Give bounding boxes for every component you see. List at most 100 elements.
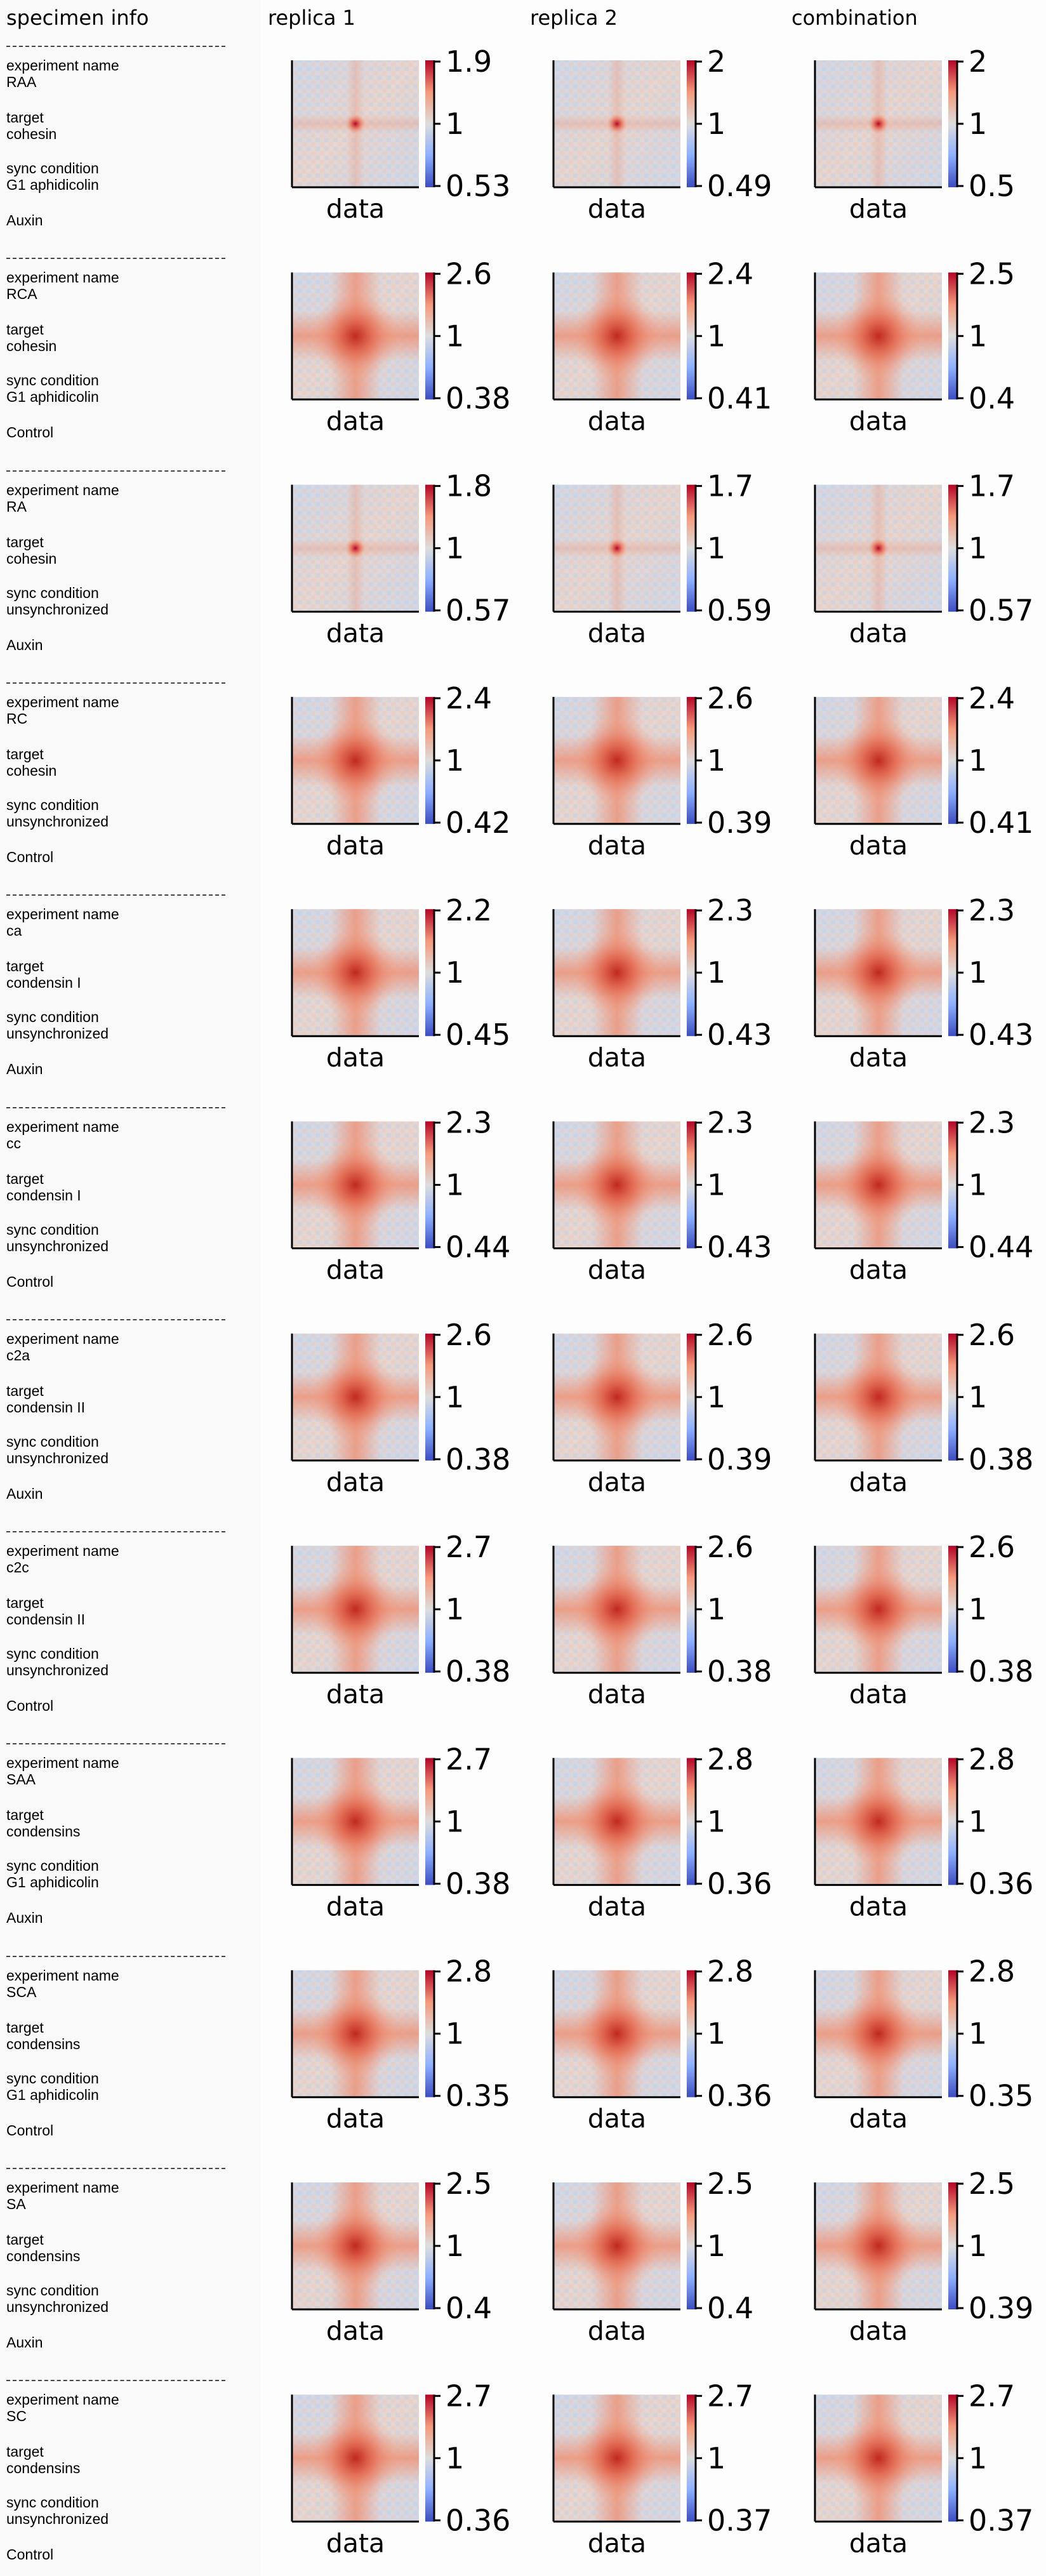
heatmap-x-label: data [588,1467,646,1497]
row-separator [6,2168,225,2169]
colorbar-min-tick-label: 0.36 [969,1866,1033,1901]
colorbar [425,2394,434,2522]
heatmap-panel: data 2.6 1 0.38 [814,1318,1033,1497]
colorbar [425,60,434,187]
colorbar-max-tick-label: 2.2 [446,893,492,927]
colorbar-mid-tick-label: 1 [969,2229,987,2263]
colorbar [687,2394,696,2522]
heatmap-x-label: data [849,1042,908,1073]
heatmap-x-label: data [588,618,646,649]
experiment-name-label: experiment name [6,57,119,74]
heatmap-center-peak [311,1140,400,1230]
colorbar-max-tick-label: 2.7 [446,2379,492,2413]
sync-condition-value: G1 aphidicolin [6,2086,99,2103]
colorbar-max-tick-label: 2.7 [707,2379,753,2413]
experiment-name-value: cc [6,1134,21,1152]
sync-condition-label: sync condition [6,1645,99,1663]
heatmap-center-peak [311,291,400,381]
heatmap-panel: data 2.8 1 0.36 [552,1955,772,2134]
sync-condition-value: unsynchronized [6,1025,109,1042]
heatmap-center-peak [573,715,661,805]
target-label: target [6,1382,44,1399]
experiment-name-value: SC [6,2408,27,2425]
colorbar-max-tick-label: 1.7 [969,469,1015,503]
heatmap-panel: data 2.3 1 0.43 [552,893,772,1073]
heatmap-x-label: data [849,194,908,224]
treatment-value: Control [6,848,54,865]
plots-panel [260,0,1046,2576]
heatmap-center-peak [311,2201,400,2290]
colorbar-max-tick-label: 2.6 [969,1318,1015,1352]
colorbar [948,1121,957,1249]
row-separator [6,1955,225,1957]
heatmap-panel: data 2 1 0.5 [814,44,1015,224]
row-separator [6,1531,225,1533]
colorbar-min-tick-label: 0.41 [707,381,772,415]
target-value: condensins [6,2460,81,2477]
heatmap-x-label: data [588,1042,646,1073]
colorbar-max-tick-label: 2.7 [969,2379,1015,2413]
colorbar [948,1546,957,1673]
colorbar-min-tick-label: 0.38 [707,1654,772,1689]
colorbar [425,2182,434,2309]
colorbar-min-tick-label: 0.49 [707,169,772,203]
colorbar-mid-tick-label: 1 [446,2229,464,2263]
sync-condition-label: sync condition [6,1433,99,1450]
sync-condition-label: sync condition [6,1221,99,1238]
colorbar-min-tick-label: 0.36 [446,2503,510,2537]
target-value: condensin II [6,1398,86,1416]
heatmap-center-peak [573,928,661,1018]
colorbar-mid-tick-label: 1 [969,2441,987,2475]
heatmap-center-peak [607,538,627,559]
colorbar-mid-tick-label: 1 [707,955,725,990]
heatmap-center-peak [345,538,366,559]
treatment-value: Control [6,424,54,441]
sync-condition-label: sync condition [6,372,99,389]
treatment-value: Auxin [6,212,43,229]
treatment-value: Auxin [6,2334,43,2351]
target-value: cohesin [6,126,57,142]
colorbar-mid-tick-label: 1 [707,1168,725,1202]
colorbar-max-tick-label: 1.8 [446,469,492,503]
colorbar [948,60,957,187]
experiment-name-label: experiment name [6,269,119,286]
colorbar-min-tick-label: 0.35 [969,2079,1033,2113]
sync-condition-label: sync condition [6,1857,99,1875]
colorbar-max-tick-label: 1.9 [446,44,492,79]
heatmap-center-peak [311,1565,400,1654]
colorbar-max-tick-label: 2.3 [707,1106,753,1140]
colorbar-min-tick-label: 0.43 [969,1018,1033,1052]
heatmap-center-peak [573,1565,661,1654]
row-separator [6,258,225,260]
heatmap-center-peak [834,1989,923,2078]
heatmap-x-label: data [849,2316,908,2346]
colorbar-min-tick-label: 0.36 [707,2079,772,2113]
colorbar-max-tick-label: 2.5 [969,2167,1015,2201]
heatmap-x-label: data [326,1891,385,1922]
sync-condition-label: sync condition [6,1009,99,1026]
experiment-name-value: c2a [6,1346,30,1364]
heatmap-panel: data 1.9 1 0.53 [291,44,510,224]
sync-condition-label: sync condition [6,796,99,813]
heatmap-panel: data 2.6 1 0.39 [552,681,772,861]
experiment-name-value: ca [6,922,22,939]
colorbar-min-tick-label: 0.53 [446,169,510,203]
row-separator [6,470,225,472]
heatmap-center-peak [868,538,889,559]
colorbar [687,696,696,824]
experiment-name-value: RAA [6,74,37,90]
colorbar-max-tick-label: 2.3 [969,893,1015,927]
colorbar [425,272,434,400]
heatmap-center-peak [311,2413,400,2503]
colorbar-max-tick-label: 2.6 [446,1318,492,1352]
target-label: target [6,1595,44,1612]
colorbar-mid-tick-label: 1 [707,1380,725,1414]
row-separator [6,1106,225,1108]
heatmap-x-label: data [849,1891,908,1922]
sync-condition-label: sync condition [6,160,99,176]
heatmap-panel: data 2.8 1 0.35 [291,1955,510,2134]
heatmap-center-peak [573,2201,661,2290]
heatmap-panel: data 2.5 1 0.4 [814,256,1015,436]
heatmap-panel: data 2.7 1 0.38 [291,1742,510,1922]
sync-condition-label: sync condition [6,2494,99,2511]
